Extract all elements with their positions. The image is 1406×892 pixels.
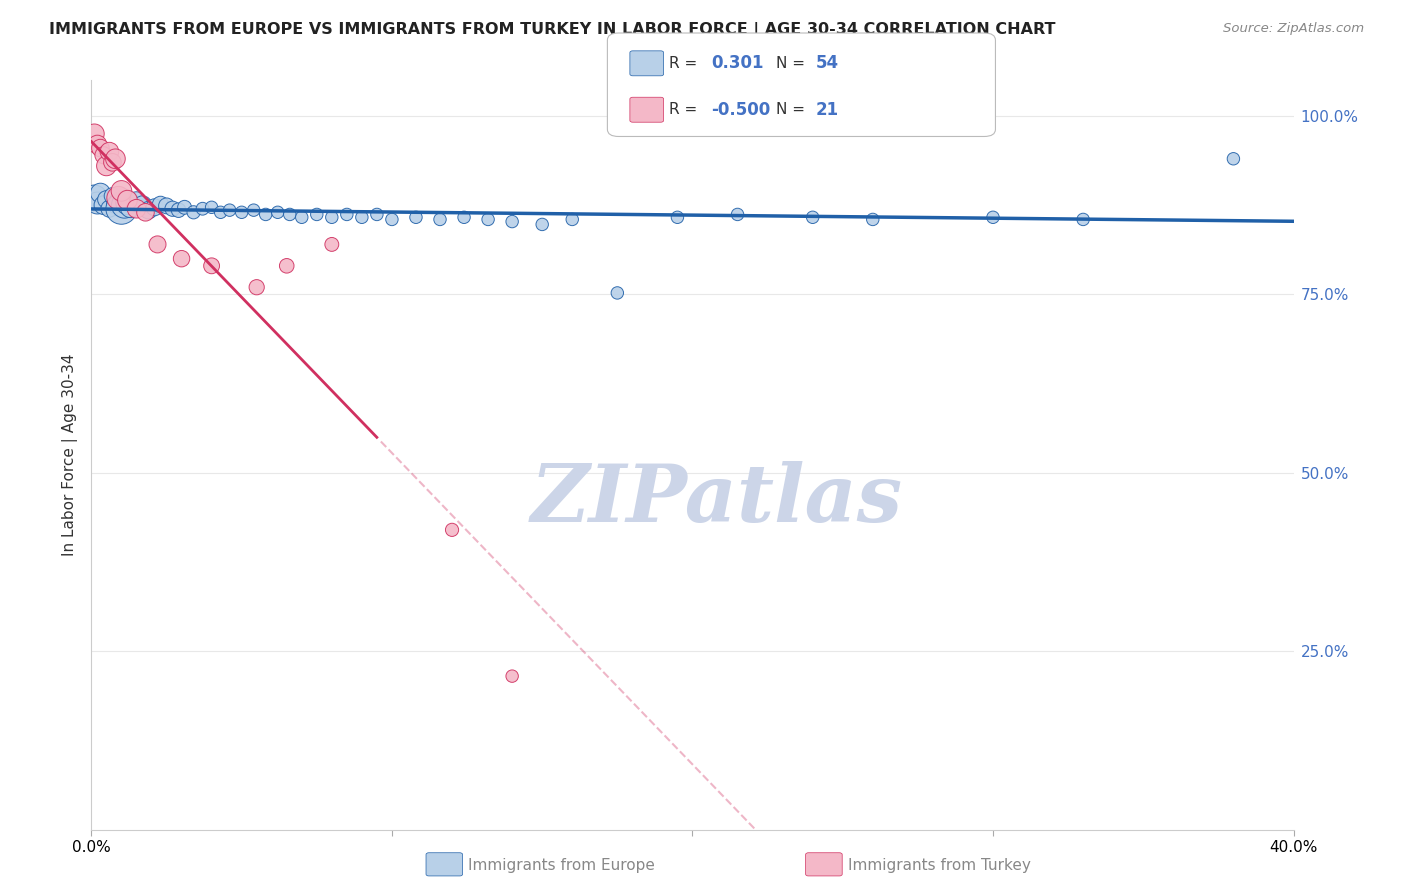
Point xyxy=(254,207,277,221)
Point xyxy=(110,184,132,198)
Text: N =: N = xyxy=(776,103,810,117)
Text: Source: ZipAtlas.com: Source: ZipAtlas.com xyxy=(1223,22,1364,36)
Point xyxy=(107,194,129,209)
Point xyxy=(93,198,115,212)
Point xyxy=(366,207,388,221)
Point xyxy=(138,203,160,218)
Point xyxy=(561,212,583,227)
Point xyxy=(96,159,118,173)
Text: Immigrants from Europe: Immigrants from Europe xyxy=(468,858,655,872)
Point xyxy=(117,196,139,211)
Text: R =: R = xyxy=(669,56,703,70)
Point xyxy=(167,203,190,218)
Point xyxy=(125,202,148,216)
Point xyxy=(606,285,628,300)
Point xyxy=(405,211,427,225)
Point xyxy=(173,200,195,214)
Point xyxy=(242,203,264,218)
Point xyxy=(209,205,232,219)
Point xyxy=(170,252,193,266)
Point xyxy=(862,212,884,227)
Text: N =: N = xyxy=(776,56,810,70)
Point xyxy=(134,205,156,219)
Point xyxy=(291,211,314,225)
Point xyxy=(501,214,523,228)
Point xyxy=(218,203,240,218)
Point xyxy=(89,186,111,200)
Point xyxy=(501,669,523,683)
Point xyxy=(83,191,105,205)
Point xyxy=(155,199,177,213)
Point xyxy=(1071,212,1094,227)
Point xyxy=(666,211,689,225)
Point xyxy=(146,237,169,252)
Point xyxy=(201,259,224,273)
Point xyxy=(381,212,404,227)
Point xyxy=(1222,152,1244,166)
Point xyxy=(440,523,463,537)
Point xyxy=(321,211,343,225)
Point xyxy=(104,197,127,211)
Text: Immigrants from Turkey: Immigrants from Turkey xyxy=(848,858,1031,872)
Point xyxy=(86,137,108,152)
Point xyxy=(107,191,129,205)
Text: -0.500: -0.500 xyxy=(711,101,770,119)
Point xyxy=(246,280,269,294)
Point xyxy=(267,205,290,219)
Point xyxy=(110,202,132,216)
Point xyxy=(350,211,373,225)
Point xyxy=(477,212,499,227)
Point xyxy=(162,202,184,216)
Point xyxy=(117,193,139,207)
Point xyxy=(104,152,127,166)
Point xyxy=(191,202,214,216)
Point xyxy=(149,197,172,211)
Point xyxy=(86,196,108,211)
Point xyxy=(453,211,475,225)
Text: IMMIGRANTS FROM EUROPE VS IMMIGRANTS FROM TURKEY IN LABOR FORCE | AGE 30-34 CORR: IMMIGRANTS FROM EUROPE VS IMMIGRANTS FRO… xyxy=(49,22,1056,38)
Point xyxy=(336,207,359,221)
Point xyxy=(531,218,554,232)
Point xyxy=(83,127,105,141)
Point xyxy=(231,205,253,219)
Text: R =: R = xyxy=(669,103,703,117)
Point xyxy=(89,141,111,155)
Point xyxy=(101,189,124,203)
Text: 54: 54 xyxy=(815,54,838,72)
Text: ZIPatlas: ZIPatlas xyxy=(530,461,903,539)
Point xyxy=(305,207,328,221)
Point xyxy=(183,205,205,219)
Point xyxy=(201,200,224,214)
Y-axis label: In Labor Force | Age 30-34: In Labor Force | Age 30-34 xyxy=(62,353,77,557)
Point xyxy=(98,145,121,159)
Point xyxy=(321,237,343,252)
Point xyxy=(93,148,115,162)
Point xyxy=(278,207,301,221)
Point xyxy=(727,207,749,221)
Text: 21: 21 xyxy=(815,101,838,119)
Point xyxy=(120,200,142,214)
Point xyxy=(125,194,148,209)
Point xyxy=(96,193,118,207)
Point xyxy=(276,259,298,273)
Text: 0.301: 0.301 xyxy=(711,54,763,72)
Point xyxy=(429,212,451,227)
Point xyxy=(114,198,136,212)
Point xyxy=(801,211,824,225)
Point xyxy=(131,198,153,212)
Point xyxy=(101,155,124,169)
Point xyxy=(981,211,1004,225)
Point xyxy=(98,202,121,216)
Point xyxy=(143,200,166,214)
